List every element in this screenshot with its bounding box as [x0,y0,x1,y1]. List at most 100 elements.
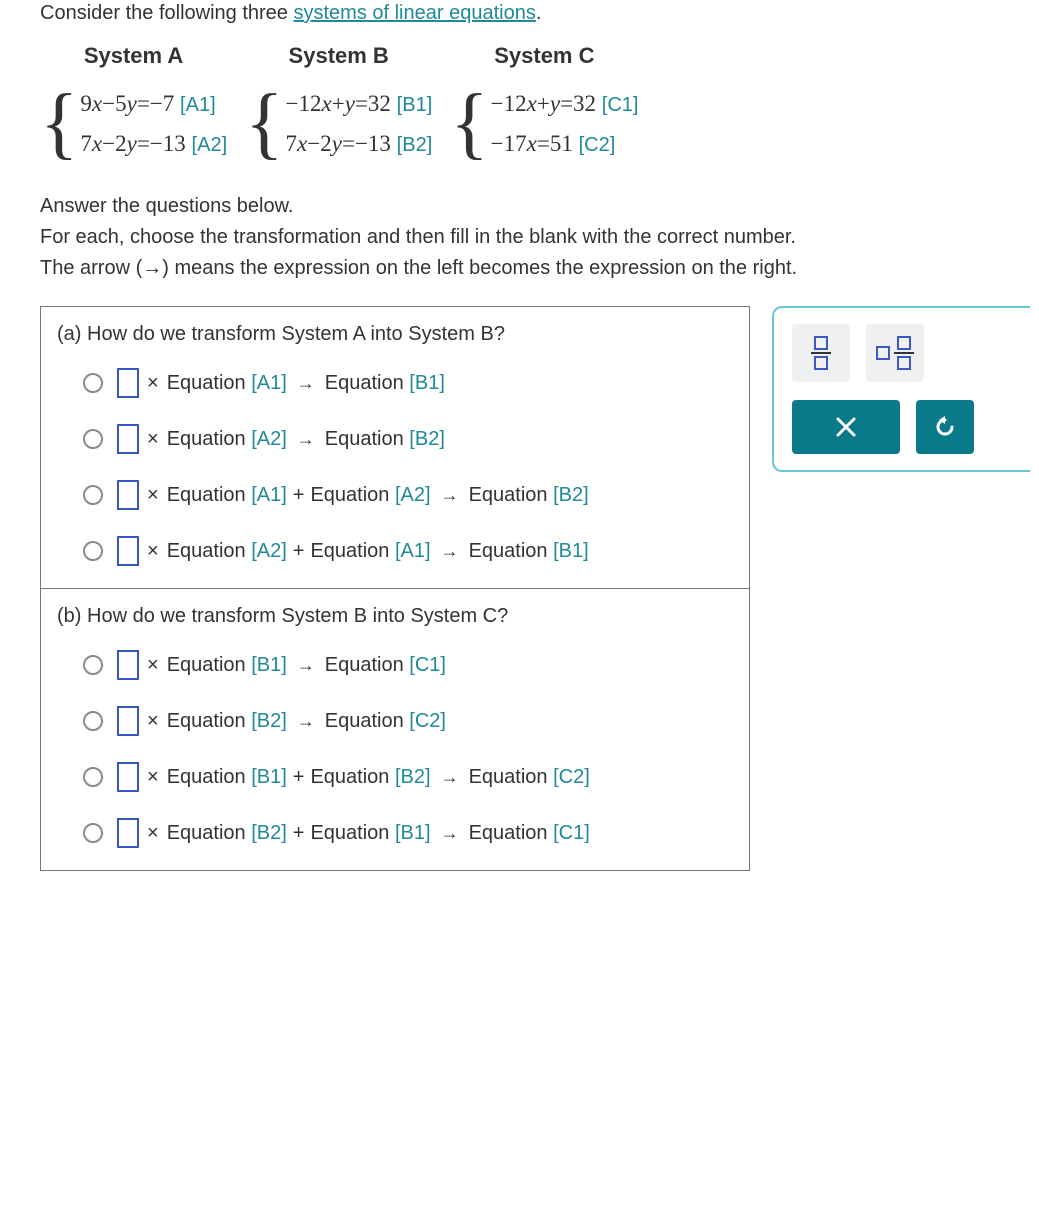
equation-ref: [B2] [251,710,287,732]
option-row: ×Equation [B2] → Equation [C2] [83,706,737,736]
number-input[interactable] [117,480,139,510]
intro-text: Consider the following three systems of … [40,2,1021,25]
systems-row: System A{9x−5y=−7 [A1]7x−2y=−13 [A2]Syst… [40,43,1021,157]
question-title: (a) How do we transform System A into Sy… [57,323,737,346]
arrow-icon: → [441,485,459,506]
option-row: ×Equation [A2] → Equation [B2] [83,424,737,454]
equation-ref: [B2] [251,822,287,844]
radio-button[interactable] [83,823,103,843]
equation: −12x+y=32 [B1] [286,91,433,117]
equation-ref: [A1] [251,372,287,394]
option-row: ×Equation [A1] + Equation [A2] → Equatio… [83,480,737,510]
equation-ref: [B2] [409,428,445,450]
times-symbol: × [147,484,159,507]
fraction-tool[interactable] [792,324,850,382]
number-input[interactable] [117,424,139,454]
equation-tag: [B1] [397,94,433,116]
arrow-icon: → [297,711,315,732]
arrow-icon: → [297,429,315,450]
equation: 7x−2y=−13 [A2] [80,131,227,157]
equation-ref: [B1] [409,372,445,394]
instructions-line1: Answer the questions below. [40,191,1021,222]
question-part-b: (b) How do we transform System B into Sy… [41,588,749,870]
number-input[interactable] [117,818,139,848]
radio-button[interactable] [83,711,103,731]
question-box: (a) How do we transform System A into Sy… [40,306,750,871]
question-title: (b) How do we transform System B into Sy… [57,605,737,628]
arrow-icon: → [297,373,315,394]
radio-button[interactable] [83,655,103,675]
option-row: ×Equation [B2] + Equation [B1] → Equatio… [83,818,737,848]
number-input[interactable] [117,762,139,792]
equation-tag: [A1] [180,94,216,116]
times-symbol: × [147,766,159,789]
radio-button[interactable] [83,485,103,505]
option-text: ×Equation [B1] + Equation [B2] → Equatio… [117,762,590,792]
option-row: ×Equation [B1] → Equation [C1] [83,650,737,680]
radio-button[interactable] [83,373,103,393]
option-text: ×Equation [A2] + Equation [A1] → Equatio… [117,536,589,566]
instructions-line2: For each, choose the transformation and … [40,222,1021,253]
system-title: System B [245,43,432,69]
systems-link[interactable]: systems of linear equations [293,2,535,24]
reset-icon [932,414,958,440]
brace-icon: { [450,91,488,155]
brace-icon: { [245,91,283,155]
times-symbol: × [147,540,159,563]
plus-symbol: + [293,766,305,789]
equation-ref: [C2] [553,766,590,788]
instructions-line3: The arrow (→) means the expression on th… [40,253,1021,284]
plus-symbol: + [293,822,305,845]
plus-symbol: + [293,484,305,507]
tool-palette [772,306,1030,472]
reset-button[interactable] [916,400,974,454]
close-button[interactable] [792,400,900,454]
radio-button[interactable] [83,429,103,449]
option-row: ×Equation [A2] + Equation [A1] → Equatio… [83,536,737,566]
system-title: System C [450,43,638,69]
times-symbol: × [147,372,159,395]
option-row: ×Equation [A1] → Equation [B1] [83,368,737,398]
equation-ref: [A1] [251,484,287,506]
number-input[interactable] [117,368,139,398]
equation-ref: [C1] [553,822,590,844]
equation-ref: [A1] [395,540,431,562]
option-text: ×Equation [A1] + Equation [A2] → Equatio… [117,480,589,510]
radio-button[interactable] [83,541,103,561]
intro-suffix: . [536,2,542,24]
equation-ref: [B1] [553,540,589,562]
equation: −12x+y=32 [C1] [491,91,639,117]
equation-tag: [C1] [602,94,639,116]
equation: −17x=51 [C2] [491,131,639,157]
option-row: ×Equation [B1] + Equation [B2] → Equatio… [83,762,737,792]
arrow-icon: → [441,823,459,844]
equation-ref: [B1] [395,822,431,844]
equation: 9x−5y=−7 [A1] [80,91,227,117]
brace-icon: { [40,91,78,155]
option-text: ×Equation [A2] → Equation [B2] [117,424,445,454]
plus-symbol: + [293,540,305,563]
times-symbol: × [147,428,159,451]
system-b: System B{−12x+y=32 [B1]7x−2y=−13 [B2] [245,43,432,157]
arrow-icon: → [441,541,459,562]
equation-ref: [B2] [553,484,589,506]
system-a: System A {9x−5y=−7 [A1] 7x−2y=−13 [A2] [40,43,227,157]
equation-ref: [A2] [251,540,287,562]
radio-button[interactable] [83,767,103,787]
equation-ref: [C1] [409,654,446,676]
equation-tag: [A2] [192,134,228,156]
equation-ref: [B1] [251,766,287,788]
option-text: ×Equation [A1] → Equation [B1] [117,368,445,398]
equation-tag: [B2] [397,134,433,156]
mixed-fraction-tool[interactable] [866,324,924,382]
number-input[interactable] [117,706,139,736]
question-part-a: (a) How do we transform System A into Sy… [41,307,749,588]
number-input[interactable] [117,650,139,680]
option-text: ×Equation [B2] → Equation [C2] [117,706,446,736]
option-text: ×Equation [B1] → Equation [C1] [117,650,446,680]
option-text: ×Equation [B2] + Equation [B1] → Equatio… [117,818,590,848]
system-c: System C {−12x+y=32 [C1] −17x=51 [C2] [450,43,638,157]
number-input[interactable] [117,536,139,566]
system-title: System A [40,43,227,69]
close-icon [835,416,857,438]
